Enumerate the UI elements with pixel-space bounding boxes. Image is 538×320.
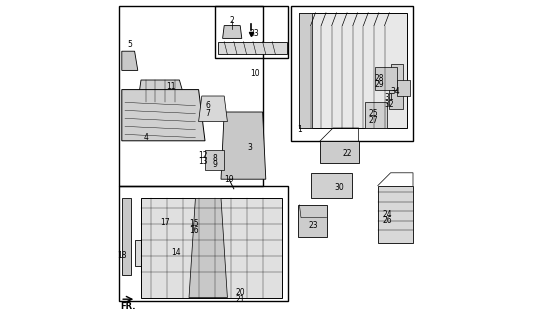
Text: 11: 11 [167, 82, 176, 91]
Text: 2: 2 [230, 16, 235, 25]
Text: 25: 25 [368, 109, 378, 118]
Polygon shape [159, 214, 178, 234]
Polygon shape [298, 205, 327, 237]
Text: 19: 19 [224, 175, 234, 184]
Bar [118, 186, 288, 301]
Polygon shape [122, 51, 138, 70]
Text: 34: 34 [391, 87, 400, 96]
Text: 17: 17 [160, 218, 170, 227]
Polygon shape [189, 198, 228, 298]
Text: 24: 24 [383, 210, 392, 219]
Text: 22: 22 [343, 149, 352, 158]
Text: FR.: FR. [121, 302, 136, 311]
Polygon shape [122, 90, 205, 141]
Polygon shape [378, 186, 413, 243]
Polygon shape [122, 198, 131, 275]
Polygon shape [389, 90, 404, 109]
Text: 6: 6 [206, 101, 211, 110]
Text: 15: 15 [189, 220, 199, 228]
Polygon shape [138, 80, 186, 102]
Polygon shape [300, 13, 312, 128]
Polygon shape [397, 80, 410, 96]
Bar [215, 6, 288, 58]
Text: 32: 32 [384, 100, 394, 108]
Text: 29: 29 [374, 80, 384, 89]
Text: 26: 26 [383, 216, 392, 225]
Polygon shape [205, 150, 224, 170]
Polygon shape [223, 26, 242, 38]
Text: 3: 3 [247, 143, 252, 152]
Text: 18: 18 [117, 252, 126, 260]
Text: 7: 7 [206, 109, 211, 118]
Polygon shape [134, 240, 205, 266]
Text: 31: 31 [384, 93, 394, 102]
Polygon shape [320, 141, 359, 163]
Text: 33: 33 [250, 29, 259, 38]
Text: 16: 16 [189, 226, 199, 235]
Text: 13: 13 [199, 157, 208, 166]
Text: 4: 4 [143, 133, 148, 142]
Text: 30: 30 [335, 183, 344, 192]
Bar [292, 6, 413, 141]
Text: 5: 5 [128, 40, 132, 49]
Polygon shape [374, 67, 397, 90]
Polygon shape [199, 96, 228, 122]
Text: 21: 21 [236, 295, 245, 304]
Polygon shape [218, 42, 287, 54]
Text: 1: 1 [297, 125, 302, 134]
Text: 28: 28 [374, 74, 384, 83]
Polygon shape [391, 64, 404, 96]
Text: 12: 12 [199, 151, 208, 160]
Polygon shape [300, 13, 407, 128]
Polygon shape [310, 173, 352, 198]
Polygon shape [365, 102, 387, 128]
Text: 20: 20 [236, 288, 245, 297]
Text: 8: 8 [212, 154, 217, 163]
Polygon shape [141, 198, 282, 298]
Polygon shape [179, 214, 205, 237]
Text: 23: 23 [309, 221, 318, 230]
Text: 10: 10 [250, 69, 259, 78]
Text: 27: 27 [368, 116, 378, 124]
Text: 9: 9 [212, 160, 217, 169]
Text: 14: 14 [172, 248, 181, 257]
Polygon shape [221, 112, 266, 179]
Bar [118, 6, 263, 186]
